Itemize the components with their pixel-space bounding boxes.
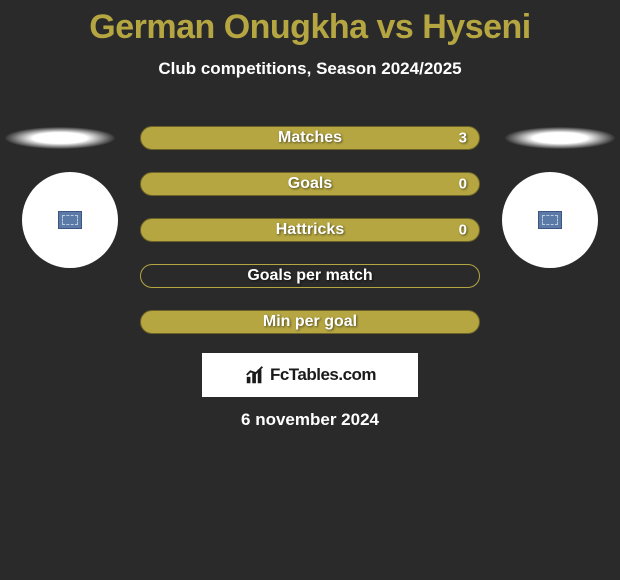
- stat-bar-hattricks: Hattricks 0: [140, 218, 480, 242]
- brand-badge: FcTables.com: [202, 353, 418, 397]
- stat-label: Matches: [141, 129, 479, 147]
- stat-bar-matches: Matches 3: [140, 126, 480, 150]
- stat-label: Hattricks: [141, 221, 479, 239]
- page-title: German Onugkha vs Hyseni: [0, 0, 620, 47]
- stat-label: Goals: [141, 175, 479, 193]
- date-label: 6 november 2024: [0, 410, 620, 430]
- avatar-shadow-left: [5, 127, 115, 149]
- stat-value: 0: [459, 222, 467, 239]
- player-avatar-left: [22, 172, 118, 268]
- avatar-shadow-right: [505, 127, 615, 149]
- stat-bar-goals: Goals 0: [140, 172, 480, 196]
- stats-bars: Matches 3 Goals 0 Hattricks 0 Goals per …: [140, 126, 480, 356]
- image-placeholder-icon: [538, 211, 562, 229]
- player-avatar-right: [502, 172, 598, 268]
- brand-text: FcTables.com: [270, 365, 376, 385]
- stat-value: 3: [459, 130, 467, 147]
- page-subtitle: Club competitions, Season 2024/2025: [0, 59, 620, 79]
- stat-value: 0: [459, 176, 467, 193]
- stat-label: Min per goal: [141, 313, 479, 331]
- stat-bar-min-per-goal: Min per goal: [140, 310, 480, 334]
- stat-bar-goals-per-match: Goals per match: [140, 264, 480, 288]
- stat-label: Goals per match: [141, 267, 479, 285]
- image-placeholder-icon: [58, 211, 82, 229]
- chart-icon: [244, 364, 266, 386]
